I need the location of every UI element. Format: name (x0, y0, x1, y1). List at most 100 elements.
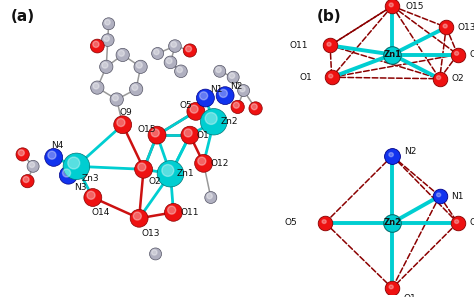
Circle shape (154, 49, 159, 55)
Text: O12: O12 (469, 218, 474, 227)
Point (389, 220, 396, 225)
Circle shape (100, 60, 113, 73)
Text: O14: O14 (91, 208, 109, 217)
Text: O11: O11 (289, 41, 308, 50)
Circle shape (104, 36, 109, 41)
Circle shape (231, 100, 244, 113)
Text: O2: O2 (149, 177, 162, 186)
Text: Zn1: Zn1 (383, 50, 401, 59)
Point (436, 194, 444, 198)
Text: (a): (a) (11, 9, 35, 24)
Circle shape (45, 148, 63, 166)
Circle shape (185, 46, 191, 52)
Circle shape (105, 20, 110, 25)
Circle shape (112, 95, 118, 101)
Circle shape (328, 74, 333, 78)
Text: (b): (b) (317, 9, 342, 24)
Circle shape (102, 62, 108, 68)
Circle shape (164, 56, 177, 69)
Circle shape (327, 42, 331, 46)
Point (321, 220, 329, 225)
Circle shape (184, 129, 192, 137)
Text: Zn2: Zn2 (383, 218, 401, 227)
Point (389, 154, 396, 158)
Circle shape (152, 250, 157, 255)
Circle shape (174, 65, 187, 78)
Point (389, 4, 396, 8)
Text: Zn3: Zn3 (82, 174, 100, 183)
Text: N4: N4 (51, 141, 63, 150)
Circle shape (181, 126, 199, 144)
Circle shape (183, 44, 197, 57)
Circle shape (114, 116, 132, 134)
Circle shape (227, 71, 239, 83)
Text: O15: O15 (405, 1, 424, 11)
Circle shape (68, 157, 80, 169)
Circle shape (130, 209, 148, 227)
Circle shape (118, 50, 124, 56)
Text: O11: O11 (180, 208, 199, 217)
Text: O13: O13 (457, 23, 474, 32)
Circle shape (168, 206, 176, 214)
Text: O1: O1 (196, 131, 209, 140)
Text: O2: O2 (451, 74, 464, 83)
Circle shape (91, 39, 104, 53)
Text: O9: O9 (119, 108, 132, 117)
Circle shape (18, 150, 24, 156)
Circle shape (132, 84, 138, 90)
Circle shape (166, 58, 172, 64)
Circle shape (129, 83, 143, 96)
Circle shape (233, 102, 239, 108)
Circle shape (251, 104, 257, 110)
Circle shape (134, 60, 147, 73)
Circle shape (389, 285, 393, 289)
Circle shape (48, 151, 56, 159)
Circle shape (63, 169, 71, 177)
Text: N1: N1 (210, 85, 222, 94)
Circle shape (443, 24, 447, 28)
Circle shape (187, 102, 205, 120)
Circle shape (177, 67, 182, 72)
Circle shape (389, 153, 393, 157)
Circle shape (195, 154, 212, 172)
Circle shape (455, 51, 459, 55)
Text: O13: O13 (142, 229, 160, 238)
Circle shape (198, 157, 206, 165)
Circle shape (148, 126, 166, 144)
Circle shape (240, 86, 245, 92)
Circle shape (84, 189, 102, 206)
Circle shape (23, 176, 29, 182)
Circle shape (135, 160, 153, 178)
Text: O1: O1 (404, 294, 417, 297)
Circle shape (171, 42, 176, 47)
Circle shape (237, 85, 250, 97)
Circle shape (196, 89, 214, 107)
Circle shape (110, 93, 123, 106)
Circle shape (133, 212, 141, 220)
Text: O1: O1 (299, 73, 312, 82)
Circle shape (164, 203, 182, 221)
Circle shape (200, 92, 208, 100)
Circle shape (229, 73, 235, 78)
Text: O5: O5 (180, 101, 192, 110)
Circle shape (437, 76, 441, 80)
Text: O12: O12 (210, 159, 228, 168)
Point (389, 286, 396, 290)
Circle shape (216, 87, 234, 105)
Point (454, 52, 462, 57)
Text: N2: N2 (404, 147, 416, 156)
Circle shape (214, 65, 226, 77)
Circle shape (87, 191, 95, 199)
Circle shape (322, 220, 326, 223)
Circle shape (207, 193, 212, 199)
Circle shape (162, 165, 174, 176)
Text: Zn2: Zn2 (220, 117, 238, 126)
Circle shape (152, 48, 164, 59)
Circle shape (201, 109, 227, 135)
Circle shape (391, 222, 392, 223)
Circle shape (93, 41, 99, 48)
Circle shape (151, 129, 159, 137)
Circle shape (391, 53, 392, 55)
Text: N1: N1 (451, 192, 464, 200)
Circle shape (27, 160, 39, 172)
